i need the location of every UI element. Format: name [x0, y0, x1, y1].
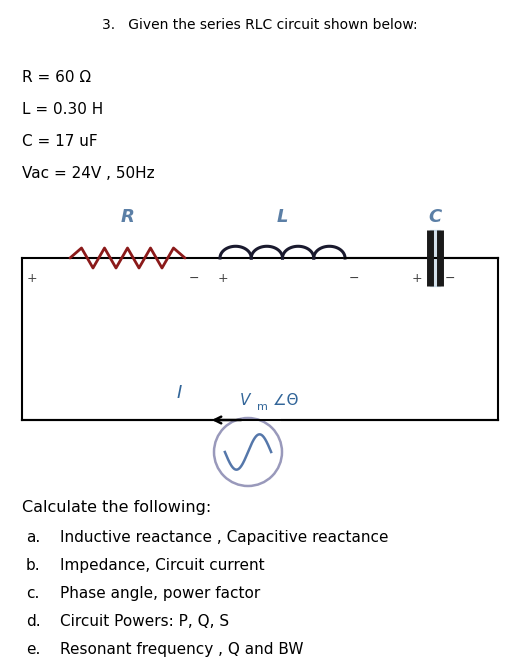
Text: +: + [218, 272, 229, 285]
Text: Calculate the following:: Calculate the following: [22, 500, 211, 515]
Text: −: − [189, 272, 200, 285]
Text: +: + [27, 272, 38, 285]
Text: Impedance, Circuit current: Impedance, Circuit current [60, 558, 265, 573]
Text: m: m [257, 402, 268, 412]
Text: Vac = 24V , 50Hz: Vac = 24V , 50Hz [22, 166, 155, 181]
Text: V: V [240, 393, 251, 408]
Text: Inductive reactance , Capacitive reactance: Inductive reactance , Capacitive reactan… [60, 530, 389, 545]
Text: C = 17 uF: C = 17 uF [22, 134, 97, 149]
Text: 3.   Given the series RLC circuit shown below:: 3. Given the series RLC circuit shown be… [102, 18, 418, 32]
Text: L = 0.30 H: L = 0.30 H [22, 102, 103, 117]
Text: −: − [445, 272, 455, 285]
Text: c.: c. [26, 586, 40, 601]
Text: ∠Θ: ∠Θ [268, 393, 299, 408]
Text: Circuit Powers: P, Q, S: Circuit Powers: P, Q, S [60, 614, 229, 629]
Text: L: L [277, 208, 288, 226]
Text: Phase angle, power factor: Phase angle, power factor [60, 586, 260, 601]
Text: Resonant frequency , Q and BW: Resonant frequency , Q and BW [60, 642, 304, 657]
Text: a.: a. [26, 530, 40, 545]
Text: −: − [349, 272, 359, 285]
Text: d.: d. [26, 614, 41, 629]
Text: e.: e. [26, 642, 40, 657]
Text: I: I [177, 384, 182, 402]
Text: C: C [428, 208, 442, 226]
Text: R = 60 Ω: R = 60 Ω [22, 70, 91, 85]
Text: R: R [120, 208, 134, 226]
Text: b.: b. [26, 558, 41, 573]
Text: +: + [412, 272, 423, 285]
